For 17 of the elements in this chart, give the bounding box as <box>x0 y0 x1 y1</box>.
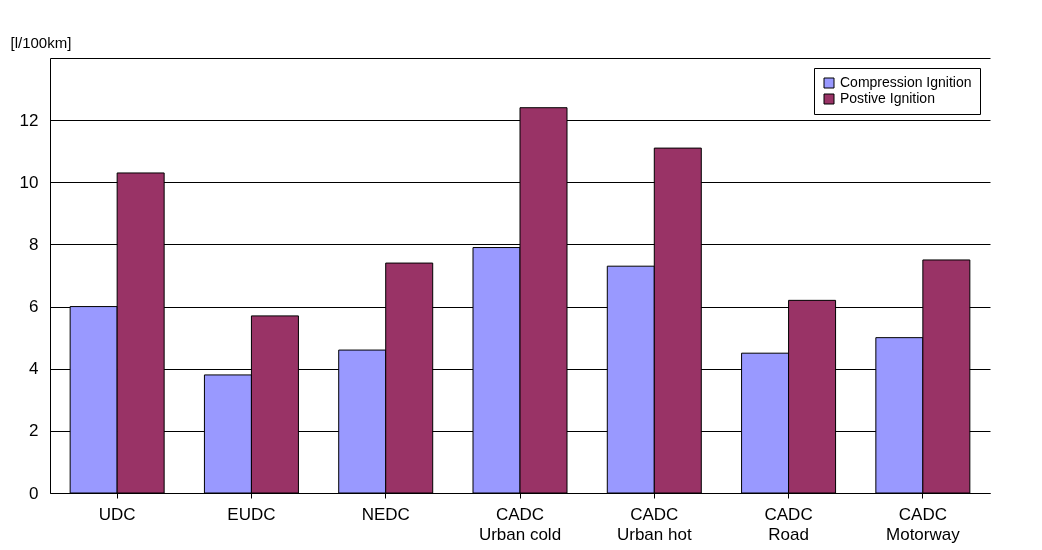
x-tick-label: EUDC <box>227 504 276 524</box>
y-axis-title: [l/100km] <box>10 33 72 51</box>
x-tick-label: CADC Urban hot <box>616 504 692 544</box>
legend-label: Compression Ignition <box>840 74 972 90</box>
x-tick-label: CADC Motorway <box>886 504 961 544</box>
x-tick-label: CADC Road <box>764 504 813 544</box>
y-tick-label: 10 <box>19 172 39 192</box>
x-tick-label: NEDC <box>361 504 410 524</box>
y-tick-label: 8 <box>29 234 39 254</box>
y-tick-label: 12 <box>19 110 39 130</box>
y-tick-label: 4 <box>29 359 39 379</box>
x-tick-label: UDC <box>98 504 136 524</box>
y-tick-label: 6 <box>29 297 39 317</box>
legend-label: Postive Ignition <box>840 90 935 106</box>
y-tick-label: 2 <box>29 421 39 441</box>
x-tick-label: CADC Urban cold <box>478 504 562 544</box>
y-tick-label: 0 <box>29 483 39 503</box>
